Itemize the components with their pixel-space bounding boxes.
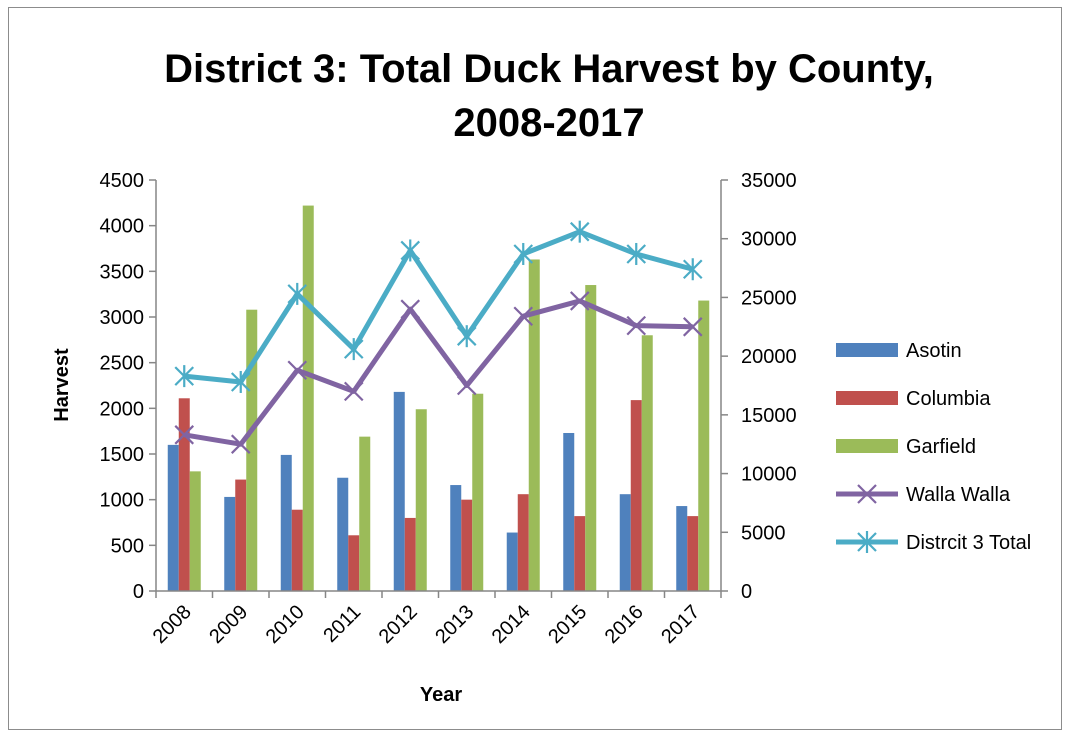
bar-asotin	[224, 496, 236, 591]
bar-garfield	[415, 409, 427, 591]
chart-frame: District 3: Total Duck Harvest by County…	[8, 7, 1062, 730]
marker-walla-walla	[682, 317, 703, 337]
bar-columbia	[630, 400, 642, 591]
y2-tick-label: 15000	[741, 405, 797, 427]
bar-asotin	[167, 444, 179, 591]
marker-walla-walla	[230, 434, 251, 454]
legend-label-asotin: Asotin	[906, 340, 962, 362]
bar-asotin	[676, 506, 688, 591]
bar-asotin	[506, 532, 518, 591]
bar-asotin	[337, 477, 349, 591]
bar-asotin	[393, 391, 405, 591]
y-tick-label: 2500	[100, 353, 145, 375]
bar-columbia	[461, 499, 473, 591]
y-tick-label: 2000	[100, 398, 145, 420]
marker-walla-walla	[569, 291, 590, 311]
chart-canvas: District 3: Total Duck Harvest by County…	[51, 47, 1031, 706]
y-tick-label: 3000	[100, 307, 145, 329]
marker-walla-walla	[513, 306, 534, 326]
chart-title-line-2: 2008-2017	[453, 101, 644, 145]
x-tick-label: 2016	[601, 601, 648, 648]
x-tick-label: 2012	[375, 601, 422, 648]
bar-asotin	[563, 432, 575, 591]
bar-garfield	[528, 259, 540, 591]
y2-tick-label: 10000	[741, 464, 797, 486]
y2-tick-label: 5000	[741, 522, 786, 544]
x-tick-label: 2010	[262, 601, 309, 648]
marker-walla-walla	[343, 381, 364, 402]
bar-asotin	[280, 454, 292, 591]
x-tick-label: 2015	[544, 601, 591, 648]
y-tick-label: 4500	[100, 170, 145, 192]
x-axis-ticks: 2008 2009 2010 2011 2012 2013 2014 2015 2016 2017	[149, 591, 722, 648]
bar-asotin	[619, 494, 631, 591]
x-tick-label: 2014	[488, 601, 535, 648]
x-axis-title: Year	[420, 684, 462, 706]
y-tick-label: 1000	[100, 490, 145, 512]
x-tick-label: 2017	[657, 601, 704, 648]
legend-label-garfield: Garfield	[906, 436, 976, 458]
y2-tick-label: 30000	[741, 229, 797, 251]
legend-label-columbia: Columbia	[906, 388, 991, 410]
legend-swatch-garfield	[836, 439, 898, 453]
bar-garfield	[641, 335, 653, 591]
legend-swatch-columbia	[836, 391, 898, 405]
y-tick-label: 3500	[100, 261, 145, 283]
bar-garfield	[472, 393, 484, 591]
bar-garfield	[359, 436, 371, 591]
bar-garfield	[698, 300, 710, 591]
legend-marker-walla-walla	[857, 484, 877, 504]
legend-label-distrcit-3-total: Distrcit 3 Total	[906, 532, 1031, 554]
bar-columbia	[291, 509, 303, 591]
x-tick-label: 2013	[431, 601, 478, 648]
bar-columbia	[517, 494, 529, 591]
bar-garfield	[189, 471, 201, 591]
bars	[167, 205, 710, 591]
y-tick-label: 500	[111, 535, 144, 557]
y-tick-label: 1500	[100, 444, 145, 466]
bar-garfield	[302, 205, 314, 591]
y-tick-label: 4000	[100, 216, 145, 238]
bar-columbia	[404, 517, 416, 591]
marker-walla-walla	[400, 299, 421, 319]
legend-swatch-asotin	[836, 343, 898, 357]
chart-title-line-1: District 3: Total Duck Harvest by County…	[164, 47, 934, 91]
y-axis-ticks: 0 500 1000 1500 2000 2500 3000 3500 4000 4500	[100, 170, 156, 603]
y2-tick-label: 0	[741, 581, 752, 603]
bar-columbia	[348, 535, 360, 591]
marker-walla-walla	[287, 360, 308, 381]
x-tick-label: 2011	[319, 601, 365, 647]
y-tick-label: 0	[133, 581, 144, 603]
bar-columbia	[574, 516, 586, 591]
line-distrcit-3-total	[183, 229, 694, 385]
bar-garfield	[585, 285, 597, 591]
bar-garfield	[246, 309, 258, 591]
bar-asotin	[450, 485, 462, 591]
x-tick-label: 2009	[205, 601, 252, 648]
y2-tick-label: 25000	[741, 287, 797, 309]
bar-columbia	[178, 398, 190, 591]
legend: Asotin Columbia Garfield Walla Walla Distrci…	[836, 340, 1031, 554]
line-series	[174, 220, 703, 454]
x-tick-label: 2008	[149, 601, 196, 648]
marker-walla-walla	[174, 425, 195, 445]
line-walla-walla	[183, 298, 693, 447]
legend-label-walla-walla: Walla Walla	[906, 484, 1011, 506]
bar-columbia	[687, 516, 699, 591]
y2-tick-label: 35000	[741, 170, 797, 192]
marker-walla-walla	[456, 375, 477, 396]
y2-tick-label: 20000	[741, 346, 797, 368]
y-axis-title: Harvest	[51, 348, 73, 422]
marker-walla-walla	[626, 315, 647, 336]
y2-axis-ticks: 0 5000 10000 15000 20000 25000 30000 35000	[721, 170, 797, 603]
bar-columbia	[235, 479, 247, 591]
